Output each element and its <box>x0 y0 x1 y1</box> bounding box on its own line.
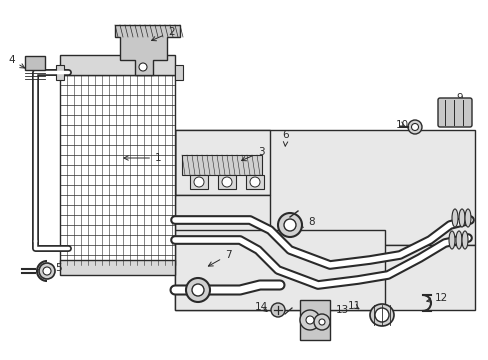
Bar <box>175 65 183 80</box>
Polygon shape <box>175 130 474 310</box>
Circle shape <box>305 316 313 324</box>
Text: 6: 6 <box>282 130 289 146</box>
Circle shape <box>411 123 418 131</box>
Text: 2: 2 <box>151 27 174 41</box>
Text: 11: 11 <box>347 301 361 311</box>
Ellipse shape <box>458 209 464 227</box>
Circle shape <box>299 310 319 330</box>
Bar <box>175 230 384 310</box>
Text: 7: 7 <box>208 250 231 266</box>
Text: 12: 12 <box>426 293 447 303</box>
Circle shape <box>249 177 260 187</box>
FancyBboxPatch shape <box>437 98 471 127</box>
Circle shape <box>284 219 295 231</box>
Bar <box>25 56 45 70</box>
Text: 10: 10 <box>395 120 408 130</box>
Text: 4: 4 <box>8 55 24 68</box>
Polygon shape <box>115 25 180 75</box>
Bar <box>299 300 329 340</box>
Ellipse shape <box>461 231 467 249</box>
Text: 3: 3 <box>241 147 264 161</box>
Circle shape <box>313 314 329 330</box>
Circle shape <box>270 303 285 317</box>
Circle shape <box>318 319 325 325</box>
Circle shape <box>194 177 203 187</box>
Text: 9: 9 <box>456 93 462 103</box>
Circle shape <box>39 263 55 279</box>
Bar <box>60 75 175 265</box>
Text: 13: 13 <box>319 305 348 316</box>
Ellipse shape <box>369 304 393 326</box>
Bar <box>60 55 175 75</box>
Ellipse shape <box>374 308 388 322</box>
Bar <box>175 130 269 195</box>
Bar <box>245 175 264 189</box>
Circle shape <box>139 63 147 71</box>
Bar <box>56 65 64 80</box>
Circle shape <box>185 278 209 302</box>
Circle shape <box>222 177 231 187</box>
Ellipse shape <box>464 209 470 227</box>
Circle shape <box>407 120 421 134</box>
Text: 5: 5 <box>39 263 61 273</box>
Bar <box>175 130 474 245</box>
Bar <box>218 175 236 189</box>
Bar <box>190 175 207 189</box>
Bar <box>60 260 175 275</box>
Circle shape <box>278 213 302 237</box>
Text: 8: 8 <box>298 217 314 227</box>
Text: 1: 1 <box>123 153 162 163</box>
Ellipse shape <box>455 231 461 249</box>
Bar <box>182 155 262 175</box>
Ellipse shape <box>448 231 454 249</box>
Circle shape <box>43 267 51 275</box>
Text: 14: 14 <box>254 302 268 312</box>
Ellipse shape <box>451 209 457 227</box>
Circle shape <box>192 284 203 296</box>
